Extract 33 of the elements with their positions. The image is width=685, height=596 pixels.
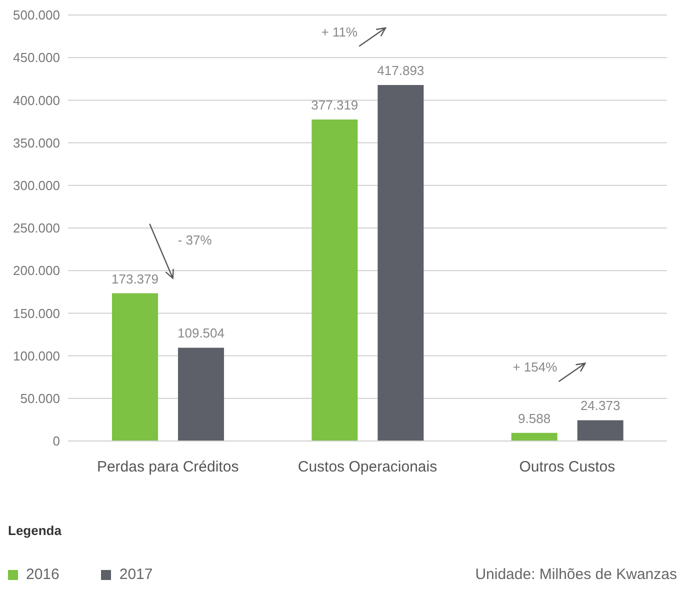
y-tick-label: 300.000 <box>13 178 60 194</box>
bar <box>378 84 424 441</box>
annotation: + 154% <box>512 360 558 375</box>
annotation: - 37% <box>178 232 212 248</box>
data-label: 377.319 <box>311 98 358 113</box>
y-tick-label: 100.000 <box>13 348 60 364</box>
x-tick-label: Outros Custos <box>519 458 616 476</box>
legend-label: 2016 <box>26 566 60 583</box>
data-label: 173.379 <box>112 271 158 286</box>
bar <box>112 293 158 441</box>
bar <box>577 420 624 441</box>
data-label: 24.373 <box>580 398 620 414</box>
data-label: 109.504 <box>178 326 224 341</box>
data-label: 417.893 <box>377 62 424 78</box>
data-label: 9.588 <box>518 410 551 426</box>
legend-label: 2017 <box>119 566 153 583</box>
legend-title: Legenda <box>8 523 62 538</box>
y-tick-label: 450.000 <box>13 50 60 66</box>
y-tick-label: 250.000 <box>13 220 60 236</box>
y-tick-label: 150.000 <box>13 306 60 321</box>
y-tick-label: 0 <box>52 434 60 449</box>
bar <box>312 120 358 441</box>
y-tick-label: 400.000 <box>13 92 60 108</box>
x-tick-label: Custos Operacionais <box>298 458 438 476</box>
y-tick-label: 50.000 <box>20 391 60 406</box>
annotation: + 11% <box>321 24 358 40</box>
x-tick-label: Perdas para Créditos <box>96 458 239 476</box>
y-tick-label: 500.000 <box>13 8 60 23</box>
bar <box>511 432 558 441</box>
bar <box>178 348 224 441</box>
y-tick-label: 200.000 <box>13 263 60 278</box>
text: Unidade: Milhões de Kwanzas <box>475 566 677 583</box>
y-tick-label: 350.000 <box>13 135 60 150</box>
